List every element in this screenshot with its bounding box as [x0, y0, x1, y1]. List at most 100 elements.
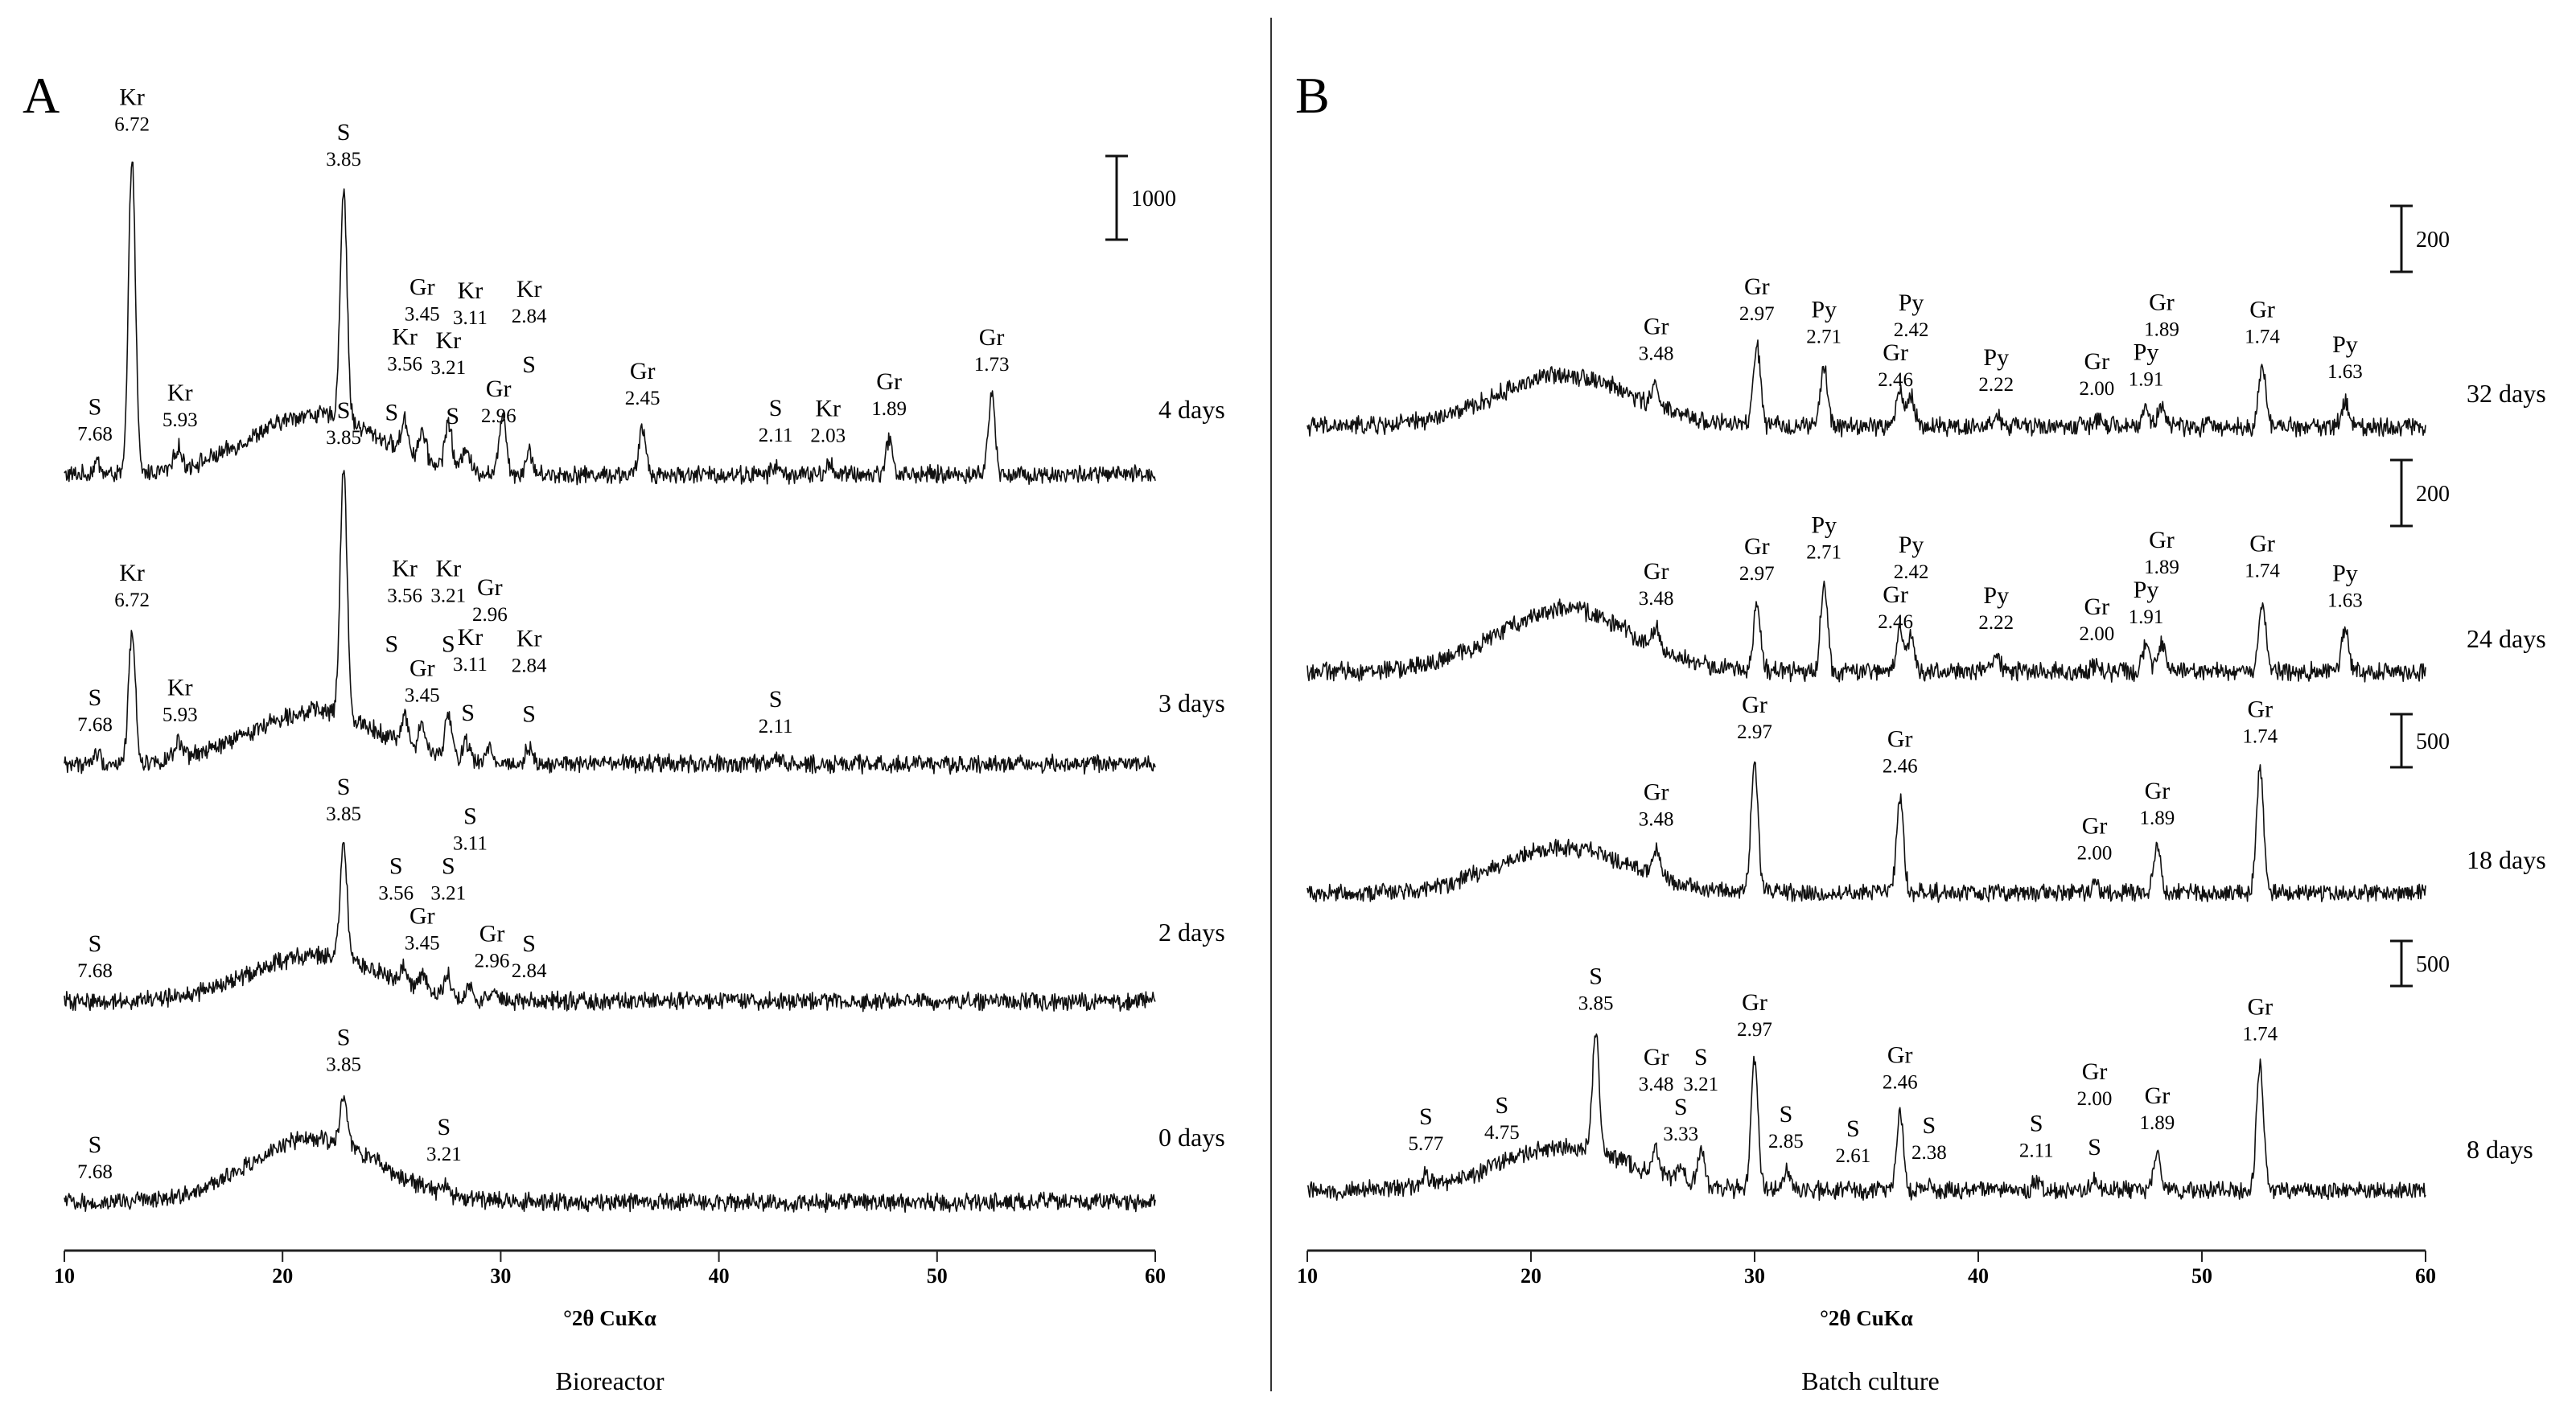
peak-mineral-label: Gr: [2247, 994, 2273, 1021]
peak-d-spacing-label: 2.00: [2079, 378, 2114, 400]
peak-d-spacing-label: 2.03: [810, 425, 846, 446]
peak-d-spacing-label: 3.21: [430, 357, 466, 379]
panel-title-B: B: [1295, 67, 1330, 124]
peak-mineral-label: Kr: [516, 626, 542, 652]
x-tick-label: 20: [1520, 1264, 1541, 1288]
peak-d-spacing-label: 3.56: [387, 585, 422, 606]
peak-d-spacing-label: 2.97: [1739, 303, 1775, 325]
peak-mineral-label: Py: [1983, 582, 2009, 609]
peak-d-spacing-label: 1.63: [2327, 590, 2363, 611]
trace-day-label: 18 days: [2467, 845, 2546, 874]
xrd-trace-0-days: [64, 1095, 1156, 1213]
peak-mineral-label: Gr: [1644, 1044, 1669, 1070]
xrd-trace-2-days: [64, 842, 1156, 1013]
scale-bar-value: 500: [2416, 729, 2450, 754]
xrd-trace-3-days: [64, 470, 1156, 775]
peak-mineral-label: S: [522, 701, 536, 728]
peak-d-spacing-label: 2.97: [1739, 563, 1775, 585]
peak-d-spacing-label: 2.22: [1978, 374, 2014, 396]
peak-d-spacing-label: 2.97: [1737, 1019, 1772, 1041]
x-axis-label: °2θ CuKα: [1820, 1306, 1913, 1330]
peak-d-spacing-label: 7.68: [77, 960, 113, 982]
trace-day-label: 32 days: [2467, 379, 2546, 408]
x-tick-label: 40: [1968, 1264, 1989, 1288]
peak-d-spacing-label: 2.97: [1737, 721, 1772, 743]
peak-d-spacing-label: 1.63: [2327, 361, 2363, 383]
peak-mineral-label: Gr: [979, 324, 1005, 351]
peak-d-spacing-label: 2.84: [512, 960, 547, 982]
peak-mineral-label: Gr: [630, 358, 656, 384]
peak-d-spacing-label: 2.61: [1835, 1145, 1870, 1167]
peak-d-spacing-label: 2.71: [1806, 542, 1841, 564]
peak-d-spacing-label: 5.93: [163, 409, 198, 431]
panel-subtitle: Bioreactor: [555, 1366, 664, 1395]
peak-mineral-label: Kr: [815, 395, 841, 421]
peak-d-spacing-label: 3.45: [405, 684, 440, 706]
peak-mineral-label: Gr: [876, 368, 902, 395]
peak-d-spacing-label: 2.22: [1978, 612, 2014, 634]
trace-day-label: 24 days: [2467, 624, 2546, 653]
xrd-trace-8-days: [1307, 1033, 2426, 1202]
peak-d-spacing-label: 2.38: [1911, 1142, 1947, 1164]
xrd-trace-24-days: [1307, 580, 2426, 683]
peak-mineral-label: S: [442, 853, 455, 880]
peak-mineral-label: Gr: [1742, 989, 1767, 1016]
peak-d-spacing-label: 2.71: [1806, 326, 1841, 347]
peak-d-spacing-label: 1.91: [2129, 606, 2164, 628]
peak-d-spacing-label: 2.84: [512, 306, 547, 327]
peak-mineral-label: Gr: [2149, 289, 2175, 315]
panel-subtitle: Batch culture: [1801, 1366, 1939, 1395]
peak-d-spacing-label: 1.74: [2245, 326, 2280, 347]
peak-d-spacing-label: 2.11: [759, 716, 793, 737]
peak-d-spacing-label: 1.89: [2144, 318, 2179, 340]
peak-d-spacing-label: 3.11: [453, 654, 488, 676]
peak-mineral-label: S: [461, 700, 475, 726]
peak-d-spacing-label: 2.42: [1894, 561, 1929, 583]
peak-mineral-label: Gr: [2249, 531, 2275, 557]
peak-mineral-label: Gr: [1883, 581, 1908, 608]
peak-d-spacing-label: 3.11: [453, 833, 488, 855]
peak-d-spacing-label: 1.74: [2242, 726, 2278, 748]
peak-d-spacing-label: 1.89: [871, 398, 907, 420]
peak-d-spacing-label: 3.11: [453, 307, 488, 329]
peak-d-spacing-label: 2.46: [1883, 1071, 1918, 1093]
peak-d-spacing-label: 3.85: [326, 803, 361, 825]
peak-mineral-label: S: [88, 393, 102, 420]
peak-d-spacing-label: 3.56: [387, 354, 422, 376]
peak-mineral-label: S: [522, 351, 536, 378]
peak-mineral-label: Gr: [2082, 1058, 2108, 1085]
peak-mineral-label: Gr: [2084, 594, 2110, 620]
peak-mineral-label: Gr: [1887, 1041, 1913, 1068]
peak-d-spacing-label: 2.00: [2077, 843, 2113, 865]
peak-mineral-label: Gr: [1744, 273, 1770, 300]
x-axis-label: °2θ CuKα: [563, 1306, 656, 1330]
trace-day-label: 0 days: [1158, 1123, 1225, 1152]
peak-d-spacing-label: 2.46: [1878, 611, 1913, 633]
peak-d-spacing-label: 3.48: [1639, 1074, 1674, 1095]
peak-mineral-label: Kr: [119, 84, 145, 111]
peak-mineral-label: Py: [1899, 532, 1924, 558]
peak-mineral-label: S: [1496, 1092, 1509, 1119]
peak-mineral-label: S: [1674, 1094, 1688, 1120]
peak-mineral-label: S: [385, 631, 398, 657]
peak-mineral-label: S: [1780, 1101, 1793, 1128]
peak-d-spacing-label: 2.00: [2079, 623, 2114, 645]
peak-d-spacing-label: 2.45: [625, 388, 660, 409]
x-tick-label: 60: [1145, 1264, 1166, 1288]
peak-mineral-label: S: [1922, 1112, 1936, 1139]
peak-mineral-label: Py: [1899, 290, 1924, 316]
peak-mineral-label: Gr: [1644, 779, 1669, 806]
peak-mineral-label: Gr: [2084, 348, 2110, 375]
xrd-trace-32-days: [1307, 339, 2426, 438]
peak-d-spacing-label: 3.56: [378, 883, 414, 905]
peak-mineral-label: Kr: [458, 277, 484, 304]
peak-d-spacing-label: 5.93: [163, 704, 198, 725]
peak-mineral-label: Gr: [477, 574, 503, 601]
peak-mineral-label: S: [1419, 1103, 1433, 1130]
peak-mineral-label: Gr: [1644, 314, 1669, 340]
trace-day-label: 2 days: [1158, 918, 1225, 947]
peak-mineral-label: S: [1589, 963, 1603, 989]
peak-mineral-label: Gr: [1644, 558, 1669, 585]
peak-d-spacing-label: 2.85: [1768, 1131, 1804, 1152]
peak-mineral-label: S: [1694, 1044, 1708, 1070]
